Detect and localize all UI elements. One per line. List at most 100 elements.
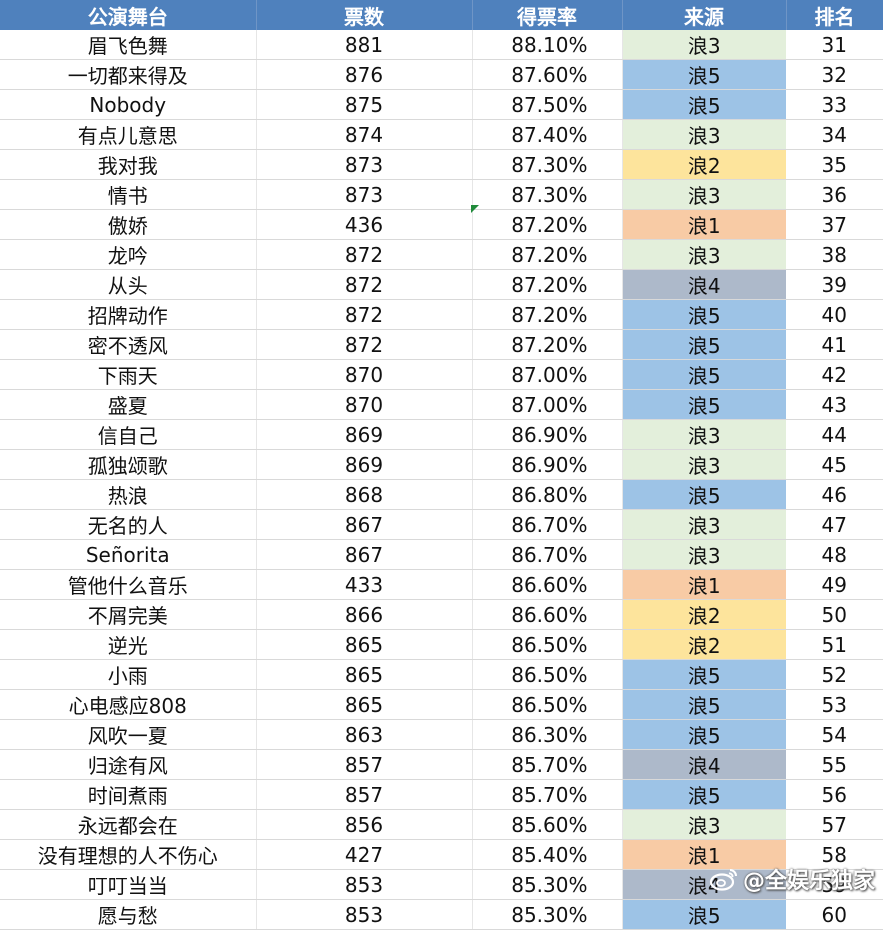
- cell-votes[interactable]: 868: [256, 479, 473, 510]
- cell-rate[interactable]: 86.60%: [472, 599, 623, 630]
- cell-rank[interactable]: 36: [786, 179, 883, 210]
- cell-rate[interactable]: 86.80%: [472, 479, 623, 510]
- cell-rate[interactable]: 86.90%: [472, 449, 623, 480]
- cell-rank[interactable]: 45: [786, 449, 883, 480]
- cell-votes[interactable]: 874: [256, 119, 473, 150]
- cell-stage[interactable]: 时间煮雨: [0, 779, 257, 810]
- cell-stage[interactable]: 不屑完美: [0, 599, 257, 630]
- cell-stage[interactable]: 愿与愁: [0, 899, 257, 930]
- cell-rate[interactable]: 86.70%: [472, 509, 623, 540]
- cell-source[interactable]: 浪5: [622, 779, 786, 810]
- cell-rank[interactable]: 55: [786, 749, 883, 780]
- cell-rate[interactable]: 87.20%: [472, 299, 623, 330]
- cell-rate[interactable]: 87.30%: [472, 179, 623, 210]
- cell-source[interactable]: 浪3: [622, 30, 786, 60]
- cell-rank[interactable]: 38: [786, 239, 883, 270]
- cell-stage[interactable]: 我对我: [0, 149, 257, 180]
- cell-rank[interactable]: 52: [786, 659, 883, 690]
- cell-source[interactable]: 浪3: [622, 179, 786, 210]
- cell-votes[interactable]: 866: [256, 599, 473, 630]
- cell-source[interactable]: 浪3: [622, 809, 786, 840]
- cell-votes[interactable]: 869: [256, 419, 473, 450]
- cell-stage[interactable]: Señorita: [0, 539, 257, 570]
- cell-rate[interactable]: 86.50%: [472, 659, 623, 690]
- cell-stage[interactable]: 眉飞色舞: [0, 30, 257, 60]
- cell-stage[interactable]: 叮叮当当: [0, 869, 257, 900]
- cell-source[interactable]: 浪3: [622, 449, 786, 480]
- cell-rank[interactable]: 50: [786, 599, 883, 630]
- cell-votes[interactable]: 436: [256, 209, 473, 240]
- cell-stage[interactable]: 招牌动作: [0, 299, 257, 330]
- header-rank[interactable]: 排名: [786, 0, 883, 30]
- cell-rank[interactable]: 46: [786, 479, 883, 510]
- cell-source[interactable]: 浪5: [622, 659, 786, 690]
- cell-votes[interactable]: 857: [256, 749, 473, 780]
- cell-votes[interactable]: 872: [256, 269, 473, 300]
- cell-stage[interactable]: 密不透风: [0, 329, 257, 360]
- cell-rate[interactable]: 86.50%: [472, 629, 623, 660]
- cell-source[interactable]: 浪5: [622, 389, 786, 420]
- cell-rank[interactable]: 42: [786, 359, 883, 390]
- cell-stage[interactable]: 盛夏: [0, 389, 257, 420]
- cell-rank[interactable]: 51: [786, 629, 883, 660]
- cell-votes[interactable]: 433: [256, 569, 473, 600]
- cell-rate[interactable]: 87.50%: [472, 89, 623, 120]
- cell-source[interactable]: 浪1: [622, 569, 786, 600]
- cell-votes[interactable]: 857: [256, 779, 473, 810]
- cell-source[interactable]: 浪1: [622, 839, 786, 870]
- cell-rank[interactable]: 34: [786, 119, 883, 150]
- cell-rank[interactable]: 57: [786, 809, 883, 840]
- cell-source[interactable]: 浪4: [622, 869, 786, 900]
- cell-stage[interactable]: 风吹一夏: [0, 719, 257, 750]
- cell-votes[interactable]: 863: [256, 719, 473, 750]
- cell-rank[interactable]: 60: [786, 899, 883, 930]
- cell-votes[interactable]: 853: [256, 899, 473, 930]
- header-rate[interactable]: 得票率: [472, 0, 623, 30]
- cell-rate[interactable]: 85.60%: [472, 809, 623, 840]
- cell-source[interactable]: 浪1: [622, 209, 786, 240]
- header-stage[interactable]: 公演舞台: [0, 0, 257, 30]
- cell-votes[interactable]: 873: [256, 149, 473, 180]
- cell-rank[interactable]: 54: [786, 719, 883, 750]
- cell-stage[interactable]: 傲娇: [0, 209, 257, 240]
- header-votes[interactable]: 票数: [256, 0, 473, 30]
- cell-rate[interactable]: 85.70%: [472, 779, 623, 810]
- cell-source[interactable]: 浪5: [622, 719, 786, 750]
- cell-stage[interactable]: 下雨天: [0, 359, 257, 390]
- cell-stage[interactable]: 从头: [0, 269, 257, 300]
- cell-stage[interactable]: 孤独颂歌: [0, 449, 257, 480]
- cell-source[interactable]: 浪5: [622, 329, 786, 360]
- cell-source[interactable]: 浪2: [622, 599, 786, 630]
- cell-source[interactable]: 浪3: [622, 509, 786, 540]
- cell-rate[interactable]: 87.30%: [472, 149, 623, 180]
- cell-rate[interactable]: 87.20%: [472, 209, 623, 240]
- cell-source[interactable]: 浪5: [622, 689, 786, 720]
- cell-rank[interactable]: 59: [786, 869, 883, 900]
- cell-votes[interactable]: 872: [256, 239, 473, 270]
- cell-rank[interactable]: 35: [786, 149, 883, 180]
- cell-votes[interactable]: 427: [256, 839, 473, 870]
- cell-rank[interactable]: 41: [786, 329, 883, 360]
- header-source[interactable]: 来源: [622, 0, 787, 30]
- cell-stage[interactable]: 管他什么音乐: [0, 569, 257, 600]
- cell-stage[interactable]: 逆光: [0, 629, 257, 660]
- cell-rank[interactable]: 33: [786, 89, 883, 120]
- cell-rank[interactable]: 47: [786, 509, 883, 540]
- cell-stage[interactable]: 心电感应808: [0, 689, 257, 720]
- cell-rate[interactable]: 86.70%: [472, 539, 623, 570]
- cell-rank[interactable]: 37: [786, 209, 883, 240]
- cell-votes[interactable]: 872: [256, 299, 473, 330]
- cell-source[interactable]: 浪5: [622, 479, 786, 510]
- cell-source[interactable]: 浪3: [622, 419, 786, 450]
- cell-source[interactable]: 浪5: [622, 59, 786, 90]
- cell-stage[interactable]: 情书: [0, 179, 257, 210]
- cell-votes[interactable]: 873: [256, 179, 473, 210]
- cell-stage[interactable]: 有点儿意思: [0, 119, 257, 150]
- cell-source[interactable]: 浪4: [622, 269, 786, 300]
- cell-rate[interactable]: 85.70%: [472, 749, 623, 780]
- cell-rate[interactable]: 85.30%: [472, 869, 623, 900]
- cell-rank[interactable]: 48: [786, 539, 883, 570]
- cell-rate[interactable]: 88.10%: [472, 30, 623, 60]
- cell-rate[interactable]: 87.20%: [472, 269, 623, 300]
- cell-rank[interactable]: 31: [786, 30, 883, 60]
